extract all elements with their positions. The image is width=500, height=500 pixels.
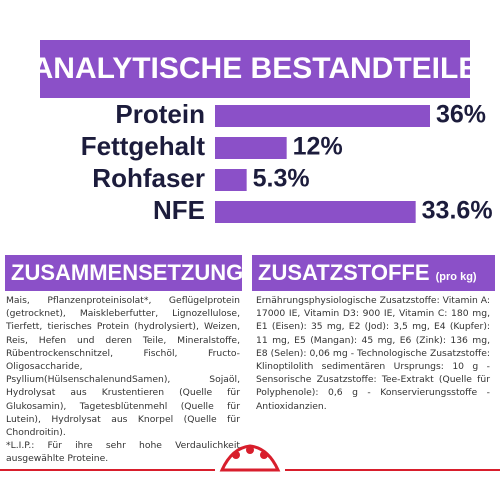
value-label: 12%: [293, 133, 343, 161]
category-label: Protein: [115, 99, 205, 129]
section-header: ZUSATZSTOFFE (pro kg): [252, 255, 495, 291]
section-header: ZUSAMMENSETZUNG: [5, 255, 242, 291]
paragraph: *L.I.P.: Für ihre sehr hohe Verdaulichke…: [6, 440, 240, 465]
category-label: NFE: [153, 195, 205, 225]
value-label: 36%: [436, 101, 486, 129]
section-title: ZUSAMMENSETZUNG: [11, 260, 242, 285]
category-label: Rohfaser: [92, 163, 205, 193]
bar: [215, 169, 247, 191]
category-label: Fettgehalt: [81, 131, 206, 161]
logo: [0, 444, 500, 472]
chart-title: ANALYTISCHE BESTANDTEILE: [32, 52, 479, 85]
paragraph: Ernährungsphysiologische Zusatzstoffe: V…: [256, 295, 490, 412]
bar: [215, 105, 430, 127]
value-label: 5.3%: [253, 165, 310, 193]
title-band: [40, 40, 470, 98]
value-label: 33.6%: [422, 197, 493, 225]
section-subtitle: (pro kg): [435, 271, 477, 283]
section-title: ZUSATZSTOFFE: [258, 260, 430, 285]
bar: [215, 201, 416, 223]
paragraph: Mais, Pflanzenproteinisolat*, Geflügelpr…: [6, 295, 240, 439]
bar: [215, 137, 287, 159]
section-body: Ernährungsphysiologische Zusatzstoffe: V…: [256, 294, 490, 413]
section-body: Mais, Pflanzenproteinisolat*, Geflügelpr…: [6, 294, 240, 466]
